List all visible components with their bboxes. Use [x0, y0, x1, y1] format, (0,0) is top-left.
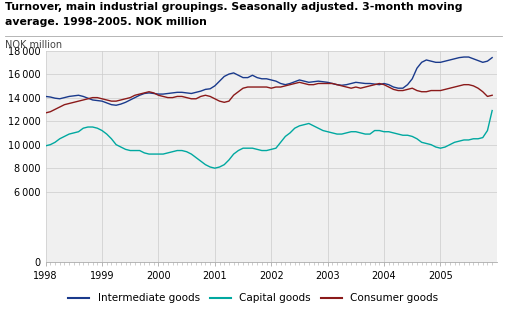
Capital goods [287, 131, 293, 135]
Capital goods [456, 139, 462, 143]
Capital goods [489, 109, 495, 112]
Capital goods [169, 150, 175, 154]
Consumer goods [169, 96, 175, 100]
Intermediate goods [113, 103, 119, 107]
Intermediate goods [456, 56, 462, 59]
Capital goods [273, 146, 279, 150]
Intermediate goods [104, 101, 110, 105]
Consumer goods [297, 80, 303, 84]
Intermediate goods [461, 55, 467, 59]
Capital goods [240, 146, 246, 150]
Consumer goods [43, 111, 49, 115]
Intermediate goods [43, 94, 49, 98]
Consumer goods [489, 93, 495, 97]
Consumer goods [235, 90, 241, 94]
Consumer goods [456, 84, 462, 88]
Intermediate goods [174, 90, 180, 94]
Text: NOK million: NOK million [5, 40, 62, 51]
Line: Intermediate goods: Intermediate goods [46, 57, 492, 105]
Capital goods [43, 144, 49, 148]
Consumer goods [268, 86, 274, 90]
Intermediate goods [240, 76, 246, 80]
Text: Turnover, main industrial groupings. Seasonally adjusted. 3-month moving: Turnover, main industrial groupings. Sea… [5, 2, 462, 12]
Line: Consumer goods: Consumer goods [46, 82, 492, 113]
Line: Capital goods: Capital goods [46, 111, 492, 168]
Intermediate goods [287, 82, 293, 85]
Capital goods [104, 132, 110, 136]
Consumer goods [104, 98, 110, 102]
Legend: Intermediate goods, Capital goods, Consumer goods: Intermediate goods, Capital goods, Consu… [64, 289, 443, 308]
Capital goods [212, 166, 218, 170]
Intermediate goods [489, 56, 495, 59]
Intermediate goods [273, 79, 279, 83]
Text: average. 1998-2005. NOK million: average. 1998-2005. NOK million [5, 17, 207, 27]
Consumer goods [282, 84, 288, 88]
